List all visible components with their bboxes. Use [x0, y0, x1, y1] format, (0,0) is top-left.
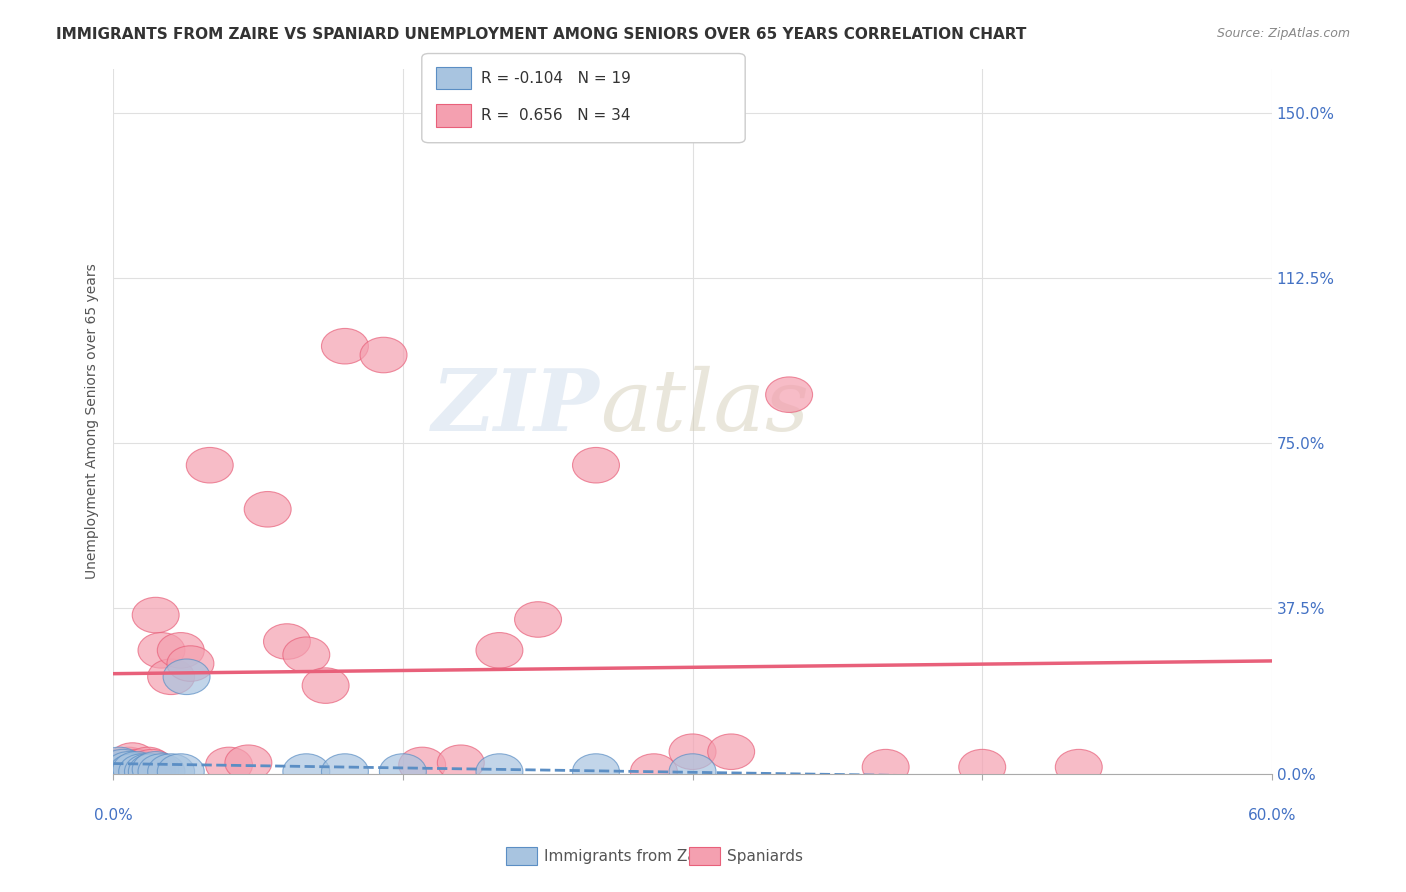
Ellipse shape — [128, 754, 176, 789]
Ellipse shape — [94, 752, 141, 787]
Ellipse shape — [125, 747, 172, 782]
Ellipse shape — [157, 632, 204, 668]
Ellipse shape — [322, 754, 368, 789]
Ellipse shape — [100, 749, 146, 785]
Ellipse shape — [118, 752, 166, 787]
Ellipse shape — [128, 749, 176, 785]
Ellipse shape — [572, 448, 620, 483]
Ellipse shape — [112, 749, 160, 785]
Ellipse shape — [96, 747, 142, 782]
Ellipse shape — [766, 377, 813, 412]
Ellipse shape — [125, 754, 172, 789]
Ellipse shape — [707, 734, 755, 770]
Ellipse shape — [477, 632, 523, 668]
Ellipse shape — [515, 602, 561, 637]
Ellipse shape — [669, 734, 716, 770]
Y-axis label: Unemployment Among Seniors over 65 years: Unemployment Among Seniors over 65 years — [86, 263, 100, 579]
Ellipse shape — [630, 754, 678, 789]
Ellipse shape — [322, 328, 368, 364]
Ellipse shape — [186, 448, 233, 483]
Text: Immigrants from Zaire: Immigrants from Zaire — [544, 849, 717, 863]
Text: Spaniards: Spaniards — [727, 849, 803, 863]
Ellipse shape — [959, 749, 1005, 785]
Ellipse shape — [380, 754, 426, 789]
Ellipse shape — [138, 632, 186, 668]
Ellipse shape — [399, 747, 446, 782]
Ellipse shape — [1056, 749, 1102, 785]
Text: 0.0%: 0.0% — [94, 808, 132, 823]
Ellipse shape — [360, 337, 406, 373]
Ellipse shape — [167, 646, 214, 681]
Ellipse shape — [283, 637, 330, 673]
Ellipse shape — [669, 754, 716, 789]
Ellipse shape — [105, 747, 152, 782]
Ellipse shape — [112, 752, 160, 787]
Ellipse shape — [163, 659, 209, 695]
Ellipse shape — [138, 754, 186, 789]
Ellipse shape — [245, 491, 291, 527]
Text: IMMIGRANTS FROM ZAIRE VS SPANIARD UNEMPLOYMENT AMONG SENIORS OVER 65 YEARS CORRE: IMMIGRANTS FROM ZAIRE VS SPANIARD UNEMPL… — [56, 27, 1026, 42]
Ellipse shape — [105, 752, 152, 787]
Ellipse shape — [205, 747, 253, 782]
Text: R = -0.104   N = 19: R = -0.104 N = 19 — [481, 71, 631, 86]
Text: R =  0.656   N = 34: R = 0.656 N = 34 — [481, 109, 630, 123]
Ellipse shape — [132, 598, 179, 632]
Text: 60.0%: 60.0% — [1247, 808, 1296, 823]
Ellipse shape — [132, 752, 179, 787]
Text: Source: ZipAtlas.com: Source: ZipAtlas.com — [1216, 27, 1350, 40]
Ellipse shape — [148, 754, 194, 789]
Ellipse shape — [110, 754, 156, 789]
Ellipse shape — [100, 749, 146, 785]
Ellipse shape — [148, 659, 194, 695]
Ellipse shape — [437, 745, 484, 780]
Ellipse shape — [118, 754, 166, 789]
Ellipse shape — [477, 754, 523, 789]
Ellipse shape — [157, 754, 204, 789]
Ellipse shape — [283, 754, 330, 789]
Ellipse shape — [263, 624, 311, 659]
Ellipse shape — [110, 743, 156, 779]
Ellipse shape — [862, 749, 910, 785]
Text: atlas: atlas — [600, 366, 808, 449]
Ellipse shape — [302, 668, 349, 704]
Text: ZIP: ZIP — [432, 366, 600, 449]
Ellipse shape — [572, 754, 620, 789]
Ellipse shape — [225, 745, 271, 780]
